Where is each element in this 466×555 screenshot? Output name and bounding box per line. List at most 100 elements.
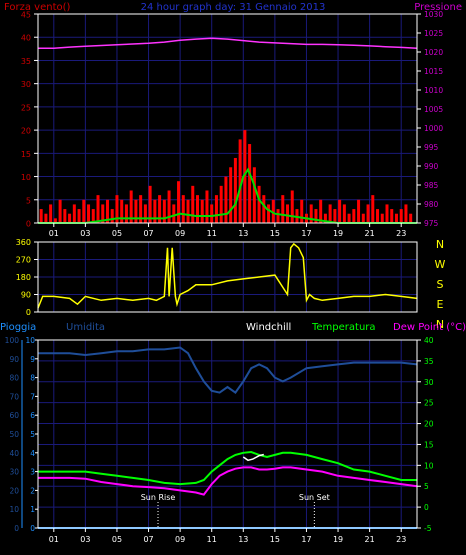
wind-gust-bars [39, 130, 413, 223]
gust-bar [63, 209, 67, 223]
gust-bar [214, 195, 218, 223]
pressure-tick-label: 1020 [424, 48, 443, 57]
pressure-axis-ticks: 975 980 985 990 995 1000 1005 1010 1015 1020 1025 1… [417, 10, 443, 228]
sun-annotations: Sun Rise Sun Set [141, 493, 330, 528]
temp-tick-label: 40 [424, 336, 434, 345]
gust-bar [72, 204, 76, 223]
time-tick-label: 05 [112, 535, 122, 544]
gust-bar [319, 199, 323, 223]
gust-bar [286, 204, 290, 223]
gust-bar [181, 195, 185, 223]
time-tick-label: 13 [238, 535, 248, 544]
pressure-line [38, 37, 418, 49]
humidity-line [38, 346, 418, 394]
humidity-tick-label: 30 [9, 468, 19, 477]
gust-bar [276, 209, 280, 223]
gust-bar [267, 204, 271, 223]
humidity-tick-label: 20 [9, 486, 19, 495]
sun-label: Sun Set [299, 493, 330, 502]
gust-bar [323, 213, 327, 223]
humidity-tick-label: 10 [9, 505, 19, 514]
pressure-tick-label: 1030 [424, 10, 443, 19]
gust-bar [82, 199, 86, 223]
wind-frame [37, 13, 418, 224]
time-axis-ticks-top: 01 03 05 07 09 11 13 15 17 19 21 23 [49, 223, 406, 238]
rain-tick-label: 4 [30, 449, 35, 458]
gust-bar [91, 209, 95, 223]
pressure-tick-label: 990 [424, 162, 439, 171]
gust-bar [186, 199, 190, 223]
gust-bar [158, 195, 162, 223]
time-tick-label: 13 [238, 229, 248, 238]
time-tick-label: 11 [207, 229, 217, 238]
gust-bar [404, 204, 408, 223]
time-tick-label: 03 [80, 229, 90, 238]
pressure-axis-label: Pressione [414, 2, 462, 13]
time-tick-label: 19 [333, 229, 343, 238]
time-tick-label: 01 [49, 229, 59, 238]
direction-frame [37, 241, 418, 313]
wind-axis-label: Forza vento() [4, 2, 71, 13]
gust-bar [39, 209, 43, 223]
time-tick-label: 17 [301, 535, 311, 544]
windchill-line [242, 453, 264, 462]
compass-letter: E [437, 298, 444, 311]
gust-bar [290, 190, 294, 223]
pressure-tick-label: 1005 [424, 105, 443, 114]
gust-bar [162, 199, 166, 223]
wind-tick-label: 5 [26, 196, 31, 205]
gust-bar [120, 199, 124, 223]
gust-bar [77, 209, 81, 223]
humidity-tick-label: 70 [9, 392, 19, 401]
gust-bar [129, 190, 133, 223]
gust-bar [210, 204, 214, 223]
wind-tick-label: 20 [21, 127, 31, 136]
rain-tick-label: 8 [30, 374, 35, 383]
gust-bar [49, 204, 53, 223]
gust-bar [115, 195, 119, 223]
compass-letter: S [437, 278, 444, 291]
gust-bar [338, 199, 342, 223]
temp-tick-label: 5 [424, 482, 429, 491]
gust-bar [200, 199, 204, 223]
rain-tick-label: 0 [30, 524, 35, 533]
time-tick-label: 21 [365, 535, 375, 544]
gust-bar [134, 199, 138, 223]
wind-axis-ticks: 0 5 10 15 20 25 30 35 40 45 [21, 11, 38, 229]
temperature-line [38, 450, 417, 486]
rain-axis-ticks: 0 1 2 3 4 5 6 7 8 9 10 [25, 336, 38, 533]
humidity-tick-label: 0 [14, 524, 19, 533]
humidity-tick-label: 100 [5, 336, 20, 345]
gust-bar [271, 199, 275, 223]
legend-item: Temperatura [311, 322, 376, 333]
gust-bar [399, 209, 403, 223]
time-tick-label: 07 [143, 229, 153, 238]
wind-tick-label: 0 [26, 220, 31, 229]
gust-bar [153, 199, 157, 223]
gust-bar [357, 199, 361, 223]
gust-bar [53, 218, 57, 223]
compass-letter: N [436, 318, 444, 331]
gust-bar [342, 204, 346, 223]
legend-item: Pioggia [0, 322, 36, 333]
time-tick-label: 15 [270, 535, 280, 544]
pressure-tick-label: 980 [424, 200, 439, 209]
wind-tick-label: 15 [21, 150, 31, 159]
wind-pressure-panel: Forza vento() 24 hour graph day: 31 Genn… [4, 2, 462, 238]
rain-tick-label: 5 [30, 430, 35, 439]
gust-bar [58, 199, 62, 223]
gust-bar [347, 213, 351, 223]
pressure-tick-label: 985 [424, 181, 439, 190]
gust-bar [105, 199, 109, 223]
rain-tick-label: 10 [25, 336, 35, 345]
gust-bar [139, 195, 143, 223]
humidity-tick-label: 40 [9, 449, 19, 458]
gust-bar [87, 204, 91, 223]
temperature-humidity-panel: Pioggia Umidita Windchill Temperatura Dew Po… [0, 322, 466, 544]
gust-bar [205, 190, 209, 223]
pressure-tick-label: 1015 [424, 67, 443, 76]
temp-tick-label: 35 [424, 357, 434, 366]
gust-bar [394, 213, 398, 223]
gust-bar [328, 204, 332, 223]
